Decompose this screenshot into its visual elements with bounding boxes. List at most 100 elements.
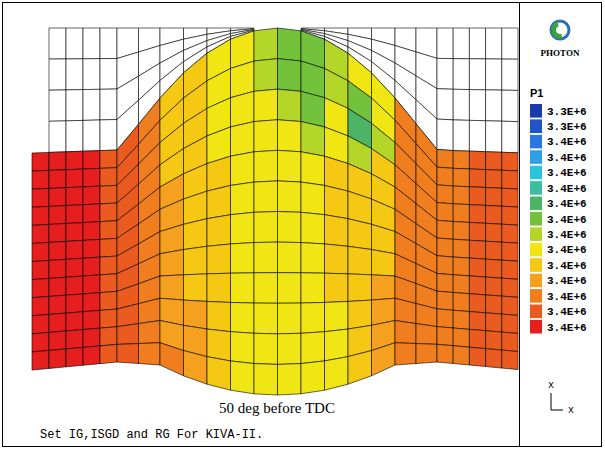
cell: [453, 310, 469, 329]
colorbar-swatch: [530, 258, 542, 272]
colorbar-label: 3.4E+6: [547, 198, 587, 210]
cell: [66, 151, 83, 170]
cell: [301, 332, 325, 364]
inactive-cell: [469, 59, 485, 90]
cell: [139, 343, 161, 365]
inactive-cell: [66, 28, 83, 59]
cell: [117, 324, 139, 345]
cell: [66, 258, 83, 277]
cell: [184, 246, 208, 275]
colorbar-swatch: [530, 166, 542, 180]
cell: [32, 332, 49, 352]
cell: [100, 344, 117, 363]
colorbar-swatch: [530, 135, 542, 149]
colorbar-label: 3.4E+6: [547, 136, 587, 148]
cell: [100, 327, 117, 346]
plot-area: [32, 28, 518, 395]
logo: PHOTON: [541, 21, 580, 58]
cell: [278, 364, 302, 395]
cell: [100, 309, 117, 328]
cell: [453, 151, 469, 169]
cell: [184, 219, 208, 250]
cell: [416, 304, 437, 327]
cell: [469, 294, 485, 313]
cell: [254, 120, 278, 152]
colorbar-label: 3.4E+6: [547, 322, 587, 334]
cell: [83, 328, 100, 347]
colorbar-swatch: [530, 197, 542, 211]
cell: [207, 156, 231, 191]
colorbar-title: P1: [530, 87, 543, 99]
cell: [278, 242, 302, 273]
cell: [486, 259, 502, 278]
cell: [502, 296, 518, 315]
inactive-cell: [66, 59, 83, 90]
cell: [160, 224, 184, 253]
cell: [502, 242, 518, 261]
cell: [49, 295, 66, 314]
triad-label: x: [548, 380, 554, 391]
inactive-cell: [437, 28, 453, 59]
cell: [254, 364, 278, 395]
inactive-cell: [100, 28, 117, 59]
axes-triad: xx: [548, 380, 574, 416]
cell: [100, 256, 117, 275]
inactive-cell: [49, 90, 66, 121]
cell: [160, 275, 184, 300]
cell: [254, 242, 278, 273]
cell: [348, 300, 372, 329]
cell: [207, 215, 231, 247]
colorbar-swatch: [530, 243, 542, 257]
colorbar-swatch: [530, 227, 542, 241]
cell: [395, 321, 416, 344]
inactive-cell: [100, 89, 117, 120]
cell: [437, 238, 453, 257]
colorbar-label: 3.4E+6: [547, 260, 587, 272]
logo-text: PHOTON: [541, 48, 580, 58]
cell: [100, 185, 117, 204]
logo-ring: [551, 21, 569, 39]
inactive-cell: [502, 59, 518, 90]
colorbar-swatch: [530, 305, 542, 319]
cell: [49, 188, 66, 207]
cell: [486, 277, 502, 296]
cell: [502, 224, 518, 243]
cell: [66, 205, 83, 224]
cell: [49, 277, 66, 296]
cell: [100, 168, 117, 186]
cell: [416, 344, 437, 364]
cell: [437, 327, 453, 346]
cell: [83, 168, 100, 187]
cell: [207, 273, 231, 302]
cell: [66, 347, 83, 366]
cell: [301, 302, 325, 333]
cell: [486, 313, 502, 332]
cell: [502, 206, 518, 225]
colorbar-label: 3.4E+6: [547, 183, 587, 195]
colorbar-label: 3.4E+6: [547, 214, 587, 226]
cell: [325, 357, 349, 391]
colorbar-label: 3.4E+6: [547, 291, 587, 303]
triad-vertical: [551, 393, 552, 410]
inactive-cell: [486, 28, 502, 59]
cell: [207, 357, 231, 391]
inactive-cell: [49, 59, 66, 90]
cell: [207, 301, 231, 331]
cell: [325, 301, 349, 331]
cell: [49, 206, 66, 225]
cell: [83, 222, 100, 241]
cell: [254, 273, 278, 304]
inactive-cell: [437, 89, 453, 120]
cell: [453, 239, 469, 258]
cell: [49, 241, 66, 260]
cell: [486, 241, 502, 260]
inactive-cell: [49, 121, 66, 153]
cell: [32, 224, 49, 243]
cell: [49, 349, 66, 369]
cell: [453, 204, 469, 223]
inactive-cell: [453, 59, 469, 90]
cell: [372, 224, 396, 253]
cell: [160, 343, 184, 376]
cell: [231, 152, 255, 186]
cell: [32, 278, 49, 297]
